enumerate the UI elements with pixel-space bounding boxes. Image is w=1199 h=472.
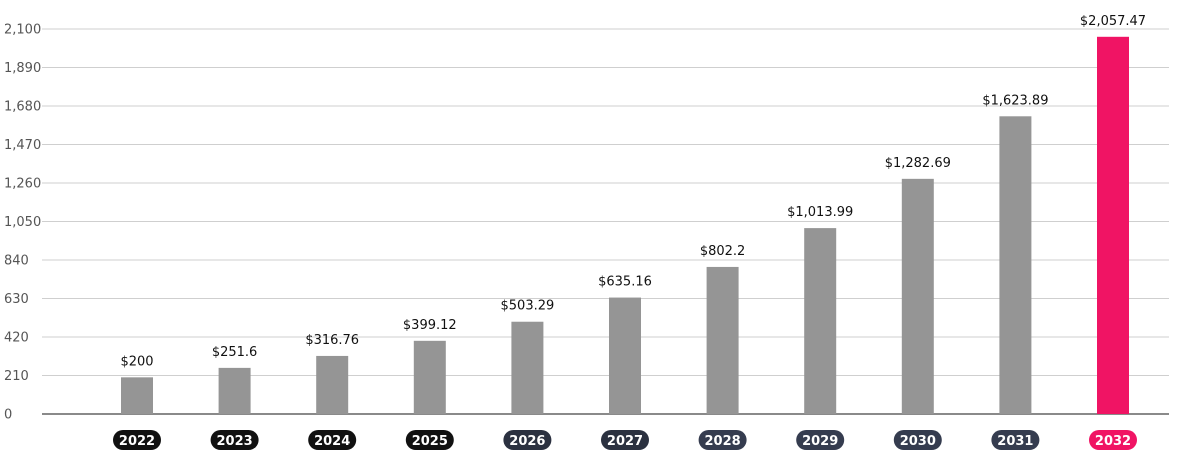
bar-2032 (1097, 36, 1129, 414)
y-tick-label: 1,680 (4, 100, 41, 115)
x-tick-label: 2022 (119, 434, 155, 449)
y-tick-label: 630 (4, 292, 29, 307)
bar-2030 (901, 178, 934, 414)
x-tick-badge (405, 430, 454, 450)
x-tick-2029: 2029 (796, 430, 845, 450)
y-tick-label: 420 (4, 331, 29, 346)
bar-2024 (316, 355, 349, 414)
x-tick-2024: 2024 (308, 430, 357, 450)
x-tick-2027: 2027 (601, 430, 649, 450)
data-label-2026: $503.29 (501, 299, 555, 314)
data-label-2025: $399.12 (403, 318, 457, 333)
x-tick-badge (698, 430, 747, 450)
x-tick-badge (113, 430, 161, 450)
x-tick-2031: 2031 (991, 430, 1040, 450)
bar-2022 (121, 377, 153, 414)
bar-2025 (413, 340, 446, 414)
x-tick-label: 2024 (314, 434, 350, 449)
bar-2028 (706, 266, 739, 414)
y-tick-label: 840 (4, 254, 29, 269)
x-tick-badge (893, 430, 942, 450)
data-label-2024: $316.76 (305, 333, 359, 348)
x-tick-label: 2032 (1095, 434, 1131, 449)
data-label-2032: $2,057.47 (1080, 14, 1146, 29)
y-tick-label: 0 (4, 408, 12, 423)
x-tick-badge (308, 430, 357, 450)
x-tick-badge (1089, 430, 1137, 450)
x-tick-2032: 2032 (1089, 430, 1137, 450)
data-label-2030: $1,282.69 (885, 156, 951, 171)
x-tick-2028: 2028 (698, 430, 747, 450)
x-tick-2025: 2025 (405, 430, 454, 450)
x-tick-badge (210, 430, 259, 450)
bar-2029 (804, 228, 837, 414)
x-tick-label: 2028 (705, 434, 741, 449)
x-tick-badge (991, 430, 1040, 450)
y-tick-label: 1,050 (4, 215, 41, 230)
x-tick-badge (503, 430, 552, 450)
y-tick-label: 210 (4, 369, 29, 384)
bar-2027 (609, 297, 641, 414)
x-tick-label: 2029 (802, 434, 838, 449)
data-label-2029: $1,013.99 (787, 205, 853, 220)
x-tick-2030: 2030 (893, 430, 942, 450)
x-tick-2023: 2023 (210, 430, 259, 450)
y-tick-label: 2,100 (4, 23, 41, 38)
data-label-2023: $251.6 (212, 345, 258, 360)
x-tick-label: 2027 (607, 434, 643, 449)
x-tick-label: 2025 (412, 434, 448, 449)
y-tick-label: 1,890 (4, 61, 41, 76)
data-labels: $200 $251.6 $316.76 $399.12 $503.29 $635.16 $8… (120, 14, 1146, 370)
y-axis-ticks: 0 210 420 630 840 1,050 1,260 1,470 1,680 1,890 2,… (4, 23, 41, 423)
x-tick-label: 2031 (997, 434, 1033, 449)
x-tick-label: 2023 (217, 434, 253, 449)
data-label-2031: $1,623.89 (982, 93, 1048, 108)
bars (121, 36, 1129, 414)
bar-2031 (999, 116, 1032, 414)
data-label-2028: $802.2 (700, 244, 746, 259)
x-tick-label: 2026 (509, 434, 545, 449)
x-tick-badge (601, 430, 649, 450)
data-label-2027: $635.16 (598, 275, 652, 290)
y-tick-label: 1,260 (4, 177, 41, 192)
bar-2026 (511, 321, 544, 414)
x-tick-label: 2030 (900, 434, 936, 449)
x-tick-2022: 2022 (113, 430, 161, 450)
bar-2023 (218, 367, 251, 414)
y-tick-label: 1,470 (4, 138, 41, 153)
x-axis-ticks: 2022 2023 2024 2025 2026 2027 2028 2029 2030 2031… (113, 430, 1137, 450)
x-tick-2026: 2026 (503, 430, 552, 450)
x-tick-badge (796, 430, 845, 450)
data-label-2022: $200 (120, 354, 153, 369)
